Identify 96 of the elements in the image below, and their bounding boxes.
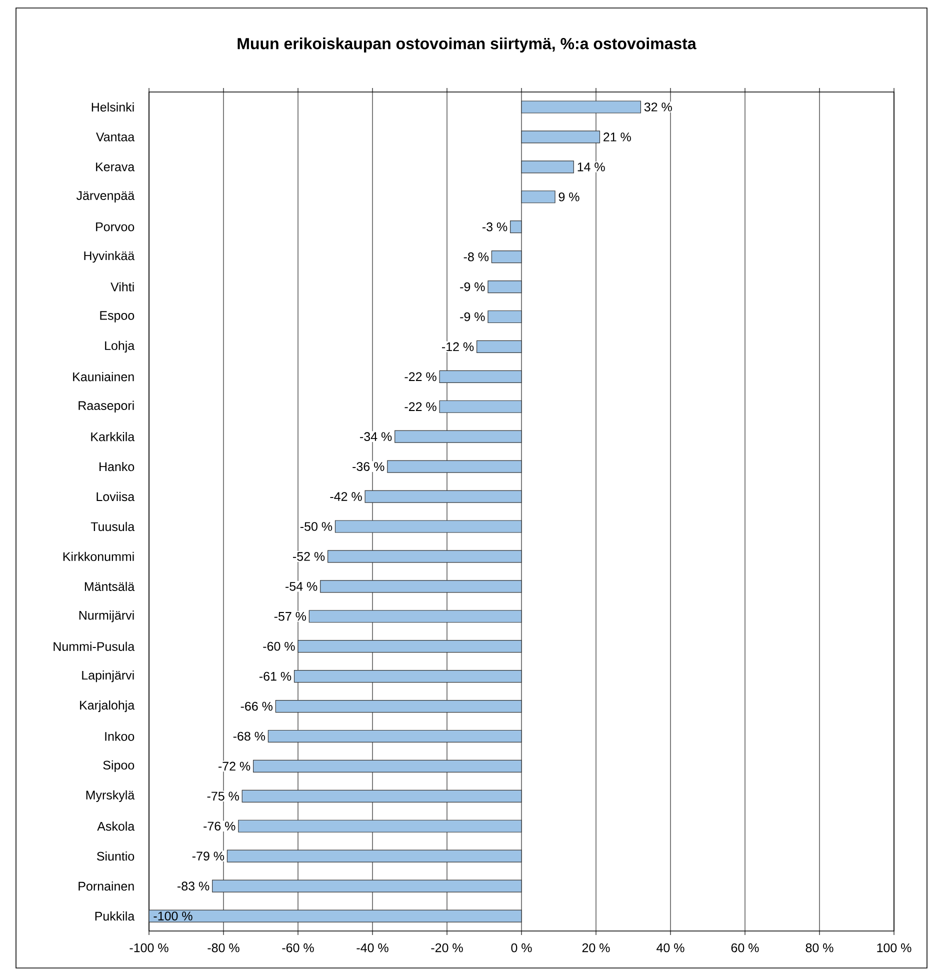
y-tick-label: Vihti — [110, 282, 134, 292]
data-label: 9 % — [558, 192, 580, 202]
data-label: -22 % — [404, 372, 436, 382]
bar — [328, 550, 522, 563]
data-label: -52 % — [292, 552, 325, 561]
y-tick-label: Inkoo — [105, 732, 134, 741]
data-label: -50 % — [300, 522, 332, 531]
bar — [488, 310, 522, 324]
data-label: 32 % — [644, 102, 672, 112]
bar — [334, 520, 522, 533]
data-label: 14 % — [578, 162, 605, 172]
y-tick-label: Karjalohja — [80, 700, 135, 712]
bar — [238, 820, 522, 832]
data-label: -22 % — [404, 402, 436, 412]
bar — [521, 190, 556, 204]
bar — [491, 250, 522, 264]
y-tick-label: Järvenpää — [76, 191, 135, 202]
y-tick-label: Vantaa — [96, 132, 135, 142]
bar — [320, 580, 522, 593]
y-tick-label: Sipoo — [103, 760, 134, 772]
bar — [275, 700, 522, 713]
data-label: -42 % — [330, 492, 362, 501]
y-tick-label: Loviisa — [96, 492, 135, 502]
data-label: -76 % — [204, 822, 236, 831]
data-label: -66 % — [240, 702, 272, 711]
y-tick-label: Kirkkonummi — [63, 552, 134, 562]
bar — [476, 340, 522, 354]
bar — [149, 910, 522, 922]
x-tick-label: 0 % — [511, 943, 532, 952]
data-label: -9 % — [460, 282, 485, 292]
y-tick-label: Siuntio — [96, 851, 134, 861]
bar — [298, 640, 522, 653]
x-tick-label: 100 % — [877, 943, 912, 952]
y-tick-label: Hanko — [100, 462, 134, 472]
x-tick-label: -100 % — [130, 943, 168, 952]
data-label: -60 % — [263, 642, 295, 651]
y-tick-label: Kauniainen — [73, 372, 134, 382]
bar — [510, 220, 522, 234]
y-tick-label: Lapinjärvi — [82, 670, 134, 682]
y-tick-label: Nummi-Pusula — [54, 642, 135, 651]
y-tick-label: Nurmijärvi — [79, 610, 134, 622]
data-label: 21 % — [604, 132, 631, 142]
bar — [521, 160, 574, 174]
x-tick-label: 80 % — [806, 943, 834, 952]
y-tick-label: Kerava — [96, 162, 135, 172]
bar — [268, 730, 522, 743]
data-label: -61 % — [259, 672, 292, 681]
bar — [488, 280, 522, 294]
data-label: -75 % — [207, 792, 239, 801]
data-label: -72 % — [218, 762, 250, 771]
y-tick-label: Espoo — [100, 311, 134, 322]
data-label: -57 % — [274, 612, 306, 621]
bar — [212, 880, 522, 892]
data-label: -79 % — [192, 852, 224, 861]
y-tick-label: Porvoo — [96, 222, 134, 232]
bar — [521, 100, 641, 114]
x-tick-label: 20 % — [582, 943, 610, 952]
data-label: -9 % — [460, 312, 485, 322]
bar — [294, 670, 522, 683]
data-label: -12 % — [442, 342, 474, 352]
bar — [521, 130, 600, 144]
y-tick-label: Lohja — [105, 340, 135, 353]
y-tick-label: Tuusula — [90, 522, 135, 532]
data-label: -68 % — [233, 732, 266, 741]
bar — [364, 490, 522, 503]
data-label: -83 % — [178, 882, 210, 890]
data-label: -36 % — [352, 462, 384, 471]
x-tick-label: 60 % — [731, 943, 759, 952]
x-tick-label: -80 % — [208, 943, 240, 952]
y-tick-label: Myrskylä — [86, 790, 135, 802]
y-tick-label: Hyvinkää — [84, 250, 135, 263]
x-tick-label: 40 % — [656, 943, 684, 952]
x-tick-label: -60 % — [282, 943, 314, 952]
y-tick-label: Askola — [97, 822, 135, 831]
data-label: -3 % — [482, 222, 508, 232]
bar — [253, 760, 522, 773]
data-label: -34 % — [360, 432, 392, 442]
y-tick-label: Pornainen — [78, 881, 134, 891]
bar — [308, 610, 522, 623]
bar — [226, 850, 522, 862]
x-tick-label: -40 % — [356, 943, 388, 952]
x-tick-label: -20 % — [431, 943, 463, 952]
y-tick-label: Mäntsälä — [84, 582, 135, 592]
bar — [439, 370, 522, 383]
bar — [439, 400, 522, 413]
data-label: -54 % — [286, 582, 318, 591]
bar — [242, 790, 522, 802]
data-label: -100 % — [154, 912, 192, 920]
chart-title: Muun erikoiskaupan ostovoiman siirtymä, %:a ostovoimasta — [238, 38, 696, 52]
y-tick-label: Raasepori — [78, 400, 134, 412]
y-tick-label: Helsinki — [92, 102, 134, 112]
bar — [394, 430, 522, 443]
y-tick-label: Pukkila — [95, 911, 135, 921]
bar — [387, 460, 522, 473]
y-tick-label: Karkkila — [91, 432, 135, 442]
data-label: -8 % — [464, 252, 489, 262]
